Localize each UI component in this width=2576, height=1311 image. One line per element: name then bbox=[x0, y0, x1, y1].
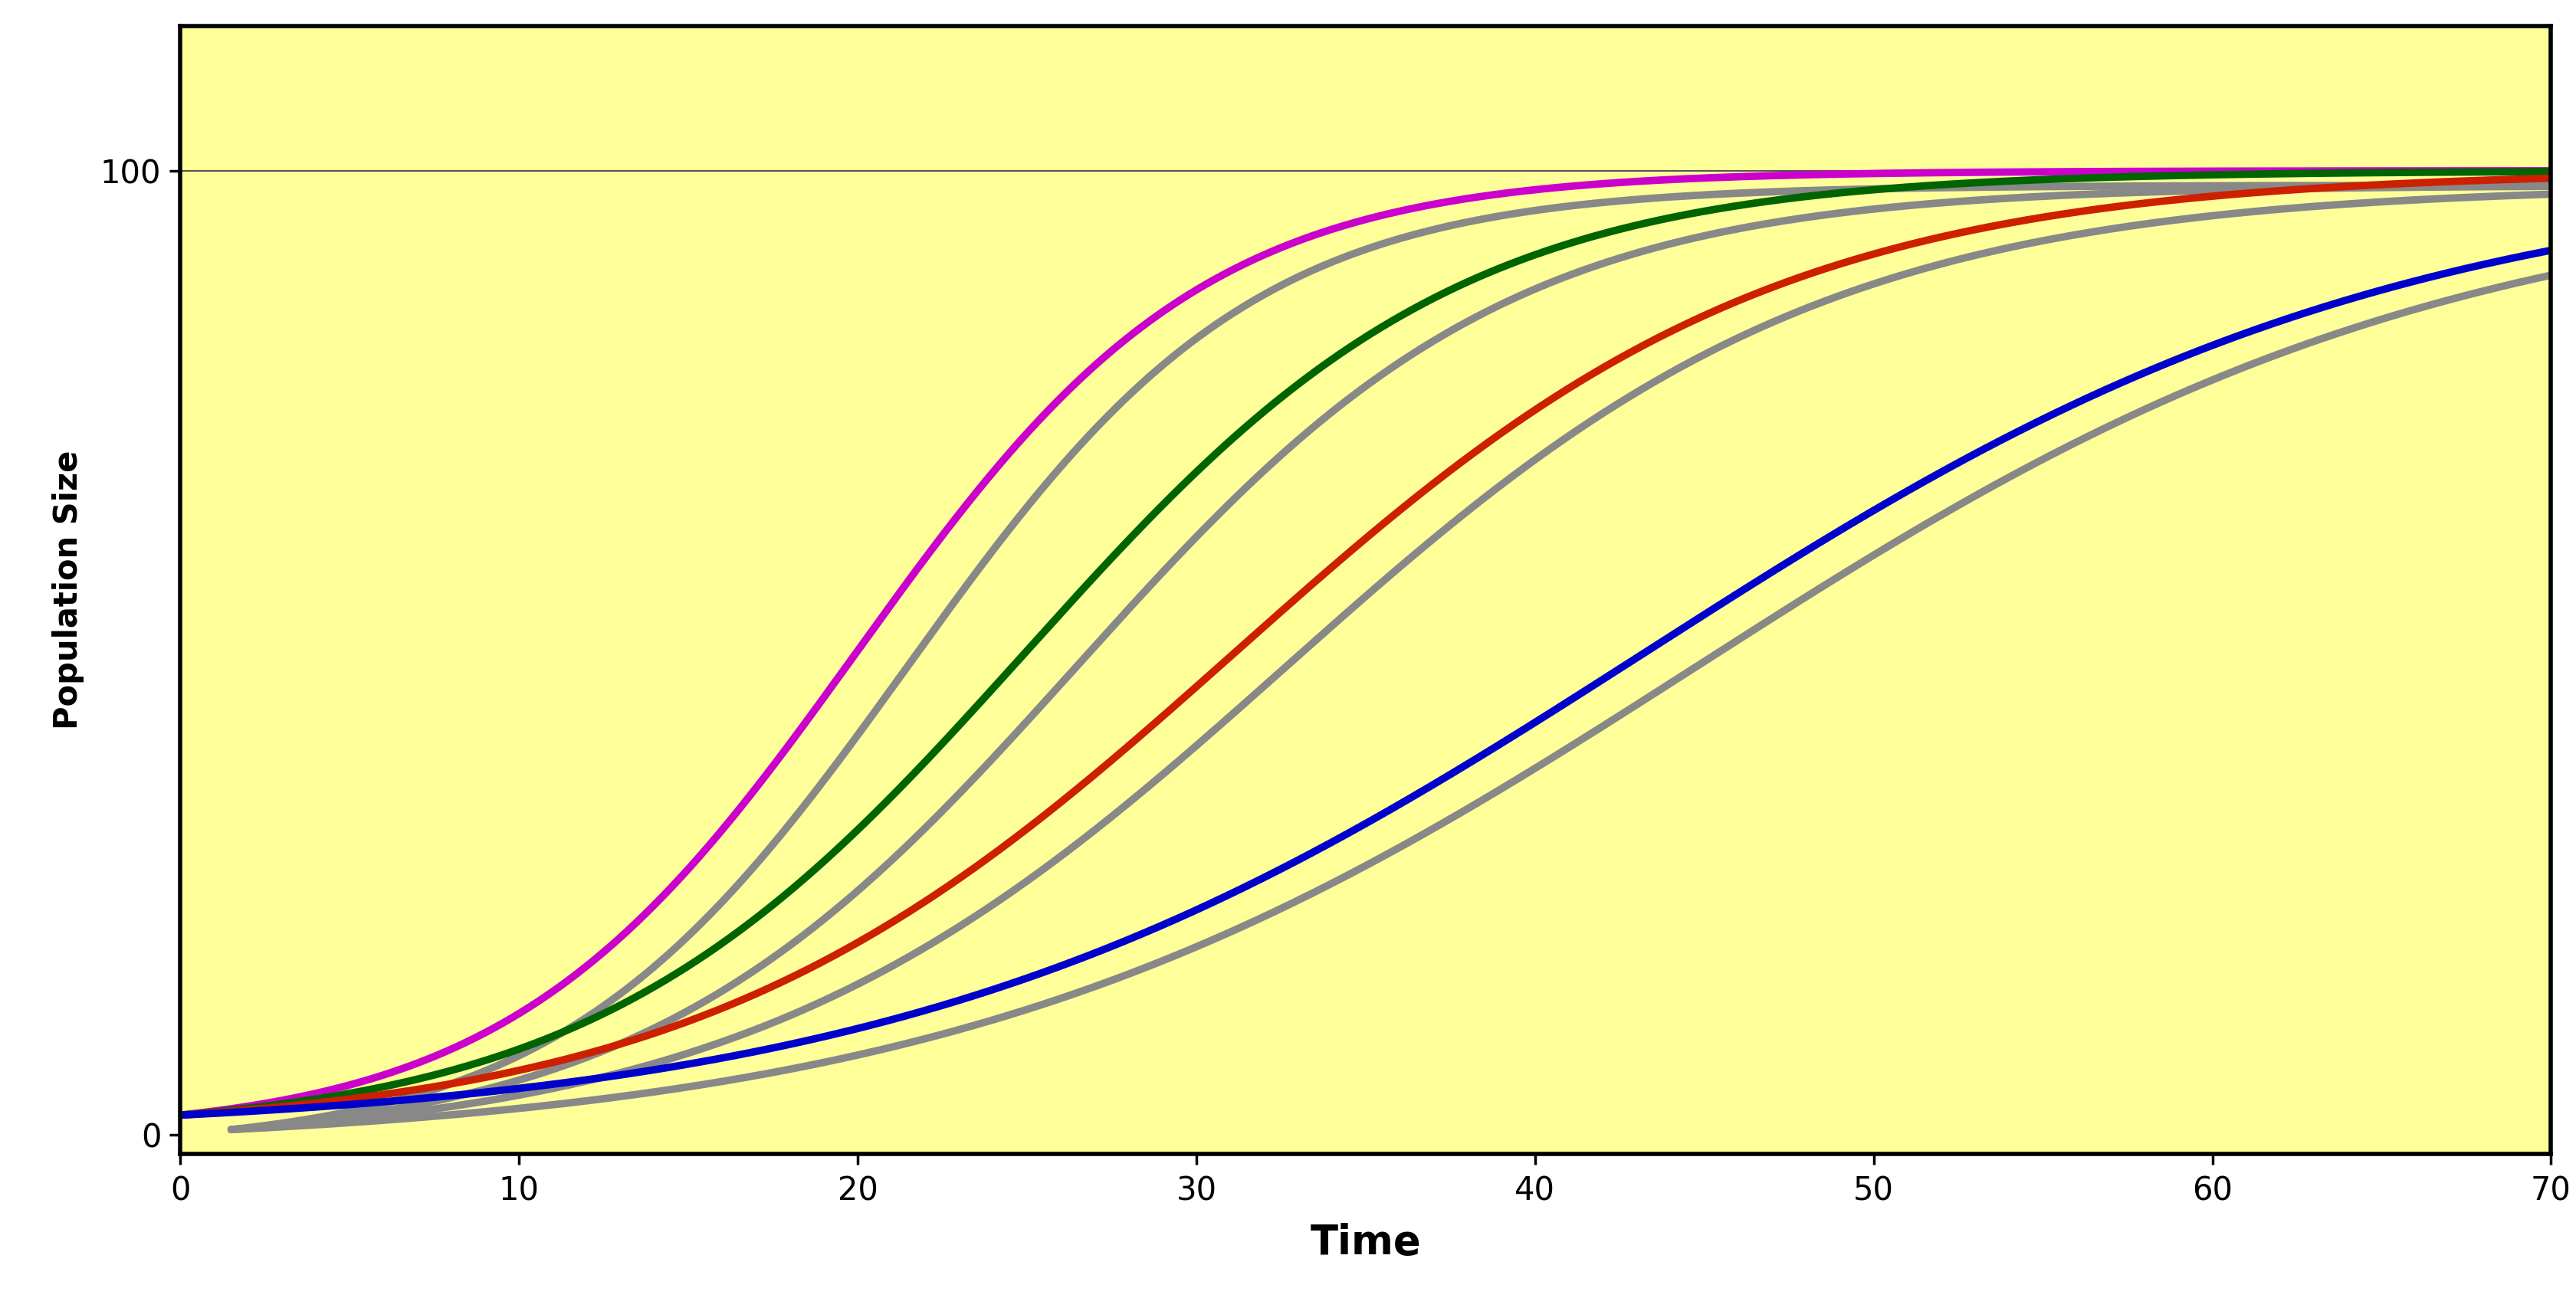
X-axis label: Time: Time bbox=[1309, 1223, 1422, 1262]
Y-axis label: Population Size: Population Size bbox=[52, 451, 85, 729]
